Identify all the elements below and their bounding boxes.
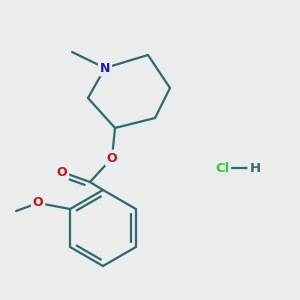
Text: N: N bbox=[100, 61, 110, 74]
Text: Cl: Cl bbox=[215, 161, 229, 175]
Text: O: O bbox=[57, 166, 67, 178]
Text: H: H bbox=[249, 161, 261, 175]
Text: O: O bbox=[33, 196, 44, 209]
Text: O: O bbox=[107, 152, 117, 164]
